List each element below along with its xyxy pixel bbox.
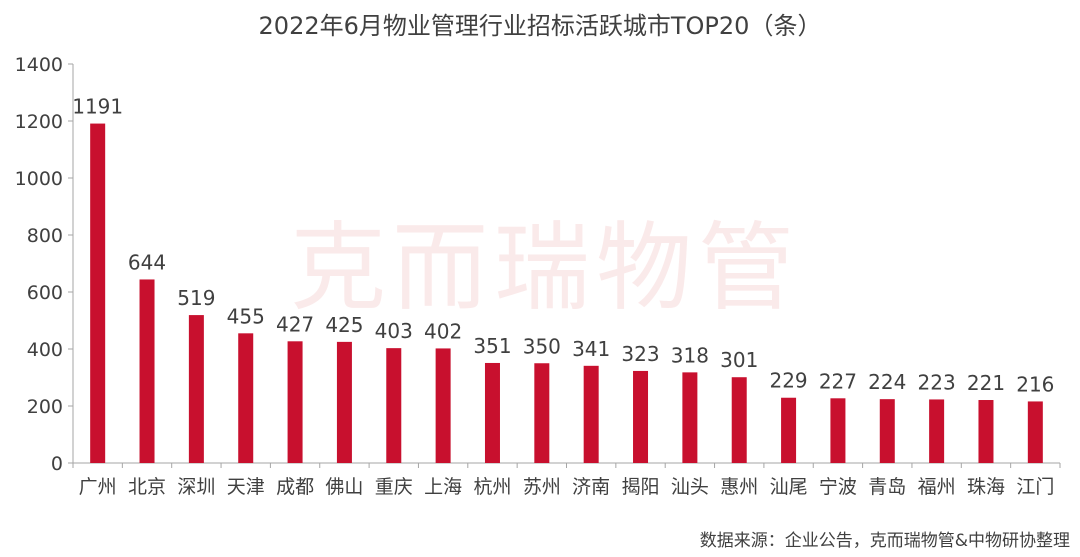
bar <box>435 348 451 463</box>
x-tick-label: 青岛 <box>868 476 906 498</box>
data-label: 223 <box>918 370 956 394</box>
data-label: 1191 <box>72 95 123 119</box>
y-tick-label: 600 <box>27 282 63 304</box>
source-note: 数据来源：企业公告，克而瑞物管&中物研协整理 <box>699 531 1070 551</box>
bar <box>139 279 155 463</box>
x-tick-label: 广州 <box>79 476 117 498</box>
y-tick-label: 1000 <box>15 168 63 190</box>
bar <box>731 377 747 463</box>
data-label: 350 <box>523 334 561 358</box>
y-tick-label: 1200 <box>15 111 63 133</box>
bar <box>583 365 599 463</box>
x-tick-label: 上海 <box>424 476 462 498</box>
bar <box>287 341 303 463</box>
y-tick-label: 200 <box>27 396 63 418</box>
x-tick-label: 杭州 <box>473 476 511 498</box>
y-tick-label: 0 <box>51 453 63 475</box>
x-tick-label: 济南 <box>572 476 610 498</box>
data-label: 403 <box>375 319 413 343</box>
bar <box>238 333 254 463</box>
bar <box>978 400 994 463</box>
data-label: 323 <box>621 342 659 366</box>
x-tick-labels: 广州 北京 深圳 天津 成都 佛山 重庆 上海 杭州 苏州 济南 揭阳 汕头 惠州 汕尾 宁波 青岛 福州 珠海 江门 <box>79 476 1055 498</box>
bar <box>90 123 106 463</box>
x-tick-label: 重庆 <box>375 476 413 498</box>
x-tick-label: 福州 <box>918 476 956 498</box>
x-tick-label: 汕尾 <box>770 476 808 498</box>
y-tick-label: 1400 <box>15 54 63 76</box>
data-label: 427 <box>276 312 314 336</box>
data-label: 216 <box>1016 372 1054 396</box>
data-label: 227 <box>819 369 857 393</box>
bar <box>1027 401 1043 463</box>
x-tick-label: 江门 <box>1016 476 1054 498</box>
bar <box>682 372 698 463</box>
data-label: 318 <box>671 343 709 367</box>
x-tick-label: 成都 <box>276 476 314 498</box>
y-tick-labels: 0 200 400 600 800 1000 1200 1400 <box>15 54 63 475</box>
data-label: 402 <box>424 319 462 343</box>
x-tick-label: 汕头 <box>671 476 709 498</box>
bar <box>534 363 550 463</box>
data-label: 425 <box>325 313 363 337</box>
bar <box>879 399 895 463</box>
data-label: 221 <box>967 371 1005 395</box>
data-label: 455 <box>227 304 265 328</box>
bar <box>386 348 402 463</box>
x-tick-label: 揭阳 <box>622 476 660 498</box>
bars <box>90 123 1043 463</box>
bar <box>188 315 204 463</box>
x-tick-label: 北京 <box>128 476 166 498</box>
x-tick-label: 珠海 <box>967 476 1005 498</box>
x-tick-label: 苏州 <box>523 476 561 498</box>
x-tick-label: 佛山 <box>325 476 363 498</box>
y-tick-label: 400 <box>27 339 63 361</box>
axes <box>68 63 1061 468</box>
bar <box>929 399 945 463</box>
data-label: 301 <box>720 348 758 372</box>
data-label: 519 <box>177 286 215 310</box>
data-label: 229 <box>769 369 807 393</box>
x-tick-label: 宁波 <box>819 476 857 498</box>
data-label: 224 <box>868 370 906 394</box>
y-tick-label: 800 <box>27 225 63 247</box>
bar <box>781 397 797 463</box>
data-label: 341 <box>572 337 610 361</box>
chart-title: 2022年6月物业管理行业招标活跃城市TOP20（条） <box>258 12 822 40</box>
bar <box>336 341 352 463</box>
data-labels: 1191 644 519 455 427 425 403 402 351 350 341 323 318… <box>72 95 1054 397</box>
x-tick-label: 天津 <box>227 476 265 498</box>
bar <box>633 370 649 463</box>
bar <box>830 398 846 463</box>
x-tick-label: 惠州 <box>720 476 758 498</box>
bar <box>484 362 500 463</box>
data-label: 351 <box>473 334 511 358</box>
x-tick-label: 深圳 <box>177 476 215 498</box>
data-label: 644 <box>128 250 166 274</box>
